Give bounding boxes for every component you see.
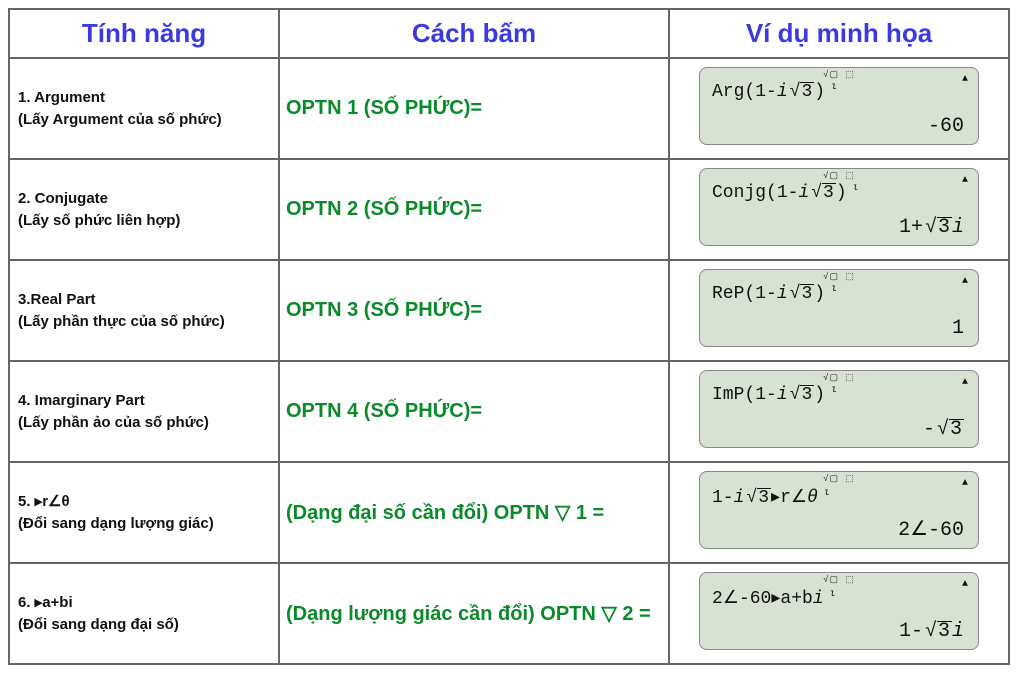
press-text: OPTN 2 (SỐ PHỨC)= [286,198,482,220]
calculator-lcd: √▢ ⬚▲ 1-i3▸r∠θ ι 2∠-60 [699,471,979,549]
table-row: 6. ▸a+bi (Đổi sang dạng đại số) (Dạng lượn… [9,563,1009,664]
feature-cell: 2. Conjugate (Lấy số phức liên hợp) [9,159,279,260]
feature-title: 2. Conjugate [18,190,108,207]
lcd-topbar: √▢ ⬚ [700,171,978,181]
press-cell: OPTN 2 (SỐ PHỨC)= [279,159,669,260]
lcd-topbar: √▢ ⬚ [700,70,978,80]
feature-desc: (Đổi sang dạng lượng giác) [18,513,270,535]
feature-title: 4. Imarginary Part [18,392,145,409]
feature-title: 3.Real Part [18,291,96,308]
feature-desc: (Đổi sang dạng đại số) [18,614,270,636]
lcd-indicator-icon: ▲ [962,175,968,186]
table-row: 4. Imarginary Part (Lấy phần ảo của số ph… [9,361,1009,462]
calculator-lcd: √▢ ⬚▲ Arg(1-i3) ι -60 [699,67,979,145]
example-cell: √▢ ⬚▲ 2∠-60▸a+bi ι 1-3i [669,563,1009,664]
example-cell: √▢ ⬚▲ 1-i3▸r∠θ ι 2∠-60 [669,462,1009,563]
table-row: 1. Argument (Lấy Argument của số phức) OPT… [9,58,1009,159]
col-header-example: Ví dụ minh họa [669,9,1009,58]
lcd-indicator-icon: ▲ [962,74,968,85]
lcd-expression: 1-i3▸r∠θ ι [712,486,830,508]
calculator-lcd: √▢ ⬚▲ ReP(1-i3) ι 1 [699,269,979,347]
lcd-topbar: √▢ ⬚ [700,474,978,484]
press-cell: OPTN 3 (SỐ PHỨC)= [279,260,669,361]
lcd-expression: 2∠-60▸a+bi ι [712,587,836,609]
lcd-result: -3 [923,418,964,441]
press-text: OPTN 4 (SỐ PHỨC)= [286,400,482,422]
lcd-result: 1+3i [899,216,964,239]
lcd-topbar: √▢ ⬚ [700,373,978,383]
calculator-lcd: √▢ ⬚▲ 2∠-60▸a+bi ι 1-3i [699,572,979,650]
lcd-result: -60 [928,115,964,138]
feature-cell: 3.Real Part (Lấy phần thực của số phức) [9,260,279,361]
lcd-indicator-icon: ▲ [962,478,968,489]
feature-desc: (Lấy số phức liên hợp) [18,210,270,232]
lcd-topbar: √▢ ⬚ [700,575,978,585]
feature-desc: (Lấy phần ảo của số phức) [18,412,270,434]
press-cell: OPTN 1 (SỐ PHỨC)= [279,58,669,159]
lcd-result: 1 [952,317,964,340]
press-text: (Dạng đại số cần đổi) OPTN ▽ 1 = [286,502,604,524]
lcd-result: 1-3i [899,620,964,643]
feature-title: 5. ▸r∠θ [18,493,70,510]
press-text: OPTN 1 (SỐ PHỨC)= [286,97,482,119]
lcd-expression: Conjg(1-i3) ι [712,183,859,203]
example-cell: √▢ ⬚▲ ImP(1-i3) ι -3 [669,361,1009,462]
table-row: 5. ▸r∠θ (Đổi sang dạng lượng giác) (Dạng đ… [9,462,1009,563]
table-row: 3.Real Part (Lấy phần thực của số phức) OP… [9,260,1009,361]
lcd-indicator-icon: ▲ [962,276,968,287]
complex-functions-table: Tính năng Cách bấm Ví dụ minh họa 1. Arg… [8,8,1010,665]
feature-cell: 5. ▸r∠θ (Đổi sang dạng lượng giác) [9,462,279,563]
press-cell: (Dạng lượng giác cần đổi) OPTN ▽ 2 = [279,563,669,664]
example-cell: √▢ ⬚▲ Conjg(1-i3) ι 1+3i [669,159,1009,260]
col-header-press: Cách bấm [279,9,669,58]
feature-cell: 4. Imarginary Part (Lấy phần ảo của số ph… [9,361,279,462]
lcd-expression: ReP(1-i3) ι [712,284,837,304]
calculator-lcd: √▢ ⬚▲ Conjg(1-i3) ι 1+3i [699,168,979,246]
table-row: 2. Conjugate (Lấy số phức liên hợp) OPTN 2… [9,159,1009,260]
example-cell: √▢ ⬚▲ Arg(1-i3) ι -60 [669,58,1009,159]
table-header-row: Tính năng Cách bấm Ví dụ minh họa [9,9,1009,58]
lcd-indicator-icon: ▲ [962,579,968,590]
feature-desc: (Lấy Argument của số phức) [18,109,270,131]
col-header-feature: Tính năng [9,9,279,58]
lcd-expression: ImP(1-i3) ι [712,385,837,405]
feature-cell: 6. ▸a+bi (Đổi sang dạng đại số) [9,563,279,664]
lcd-expression: Arg(1-i3) ι [712,82,837,102]
feature-desc: (Lấy phần thực của số phức) [18,311,270,333]
calculator-lcd: √▢ ⬚▲ ImP(1-i3) ι -3 [699,370,979,448]
press-text: OPTN 3 (SỐ PHỨC)= [286,299,482,321]
press-cell: OPTN 4 (SỐ PHỨC)= [279,361,669,462]
feature-cell: 1. Argument (Lấy Argument của số phức) [9,58,279,159]
example-cell: √▢ ⬚▲ ReP(1-i3) ι 1 [669,260,1009,361]
feature-title: 1. Argument [18,89,105,106]
press-text: (Dạng lượng giác cần đổi) OPTN ▽ 2 = [286,603,651,625]
lcd-result: 2∠-60 [898,516,964,542]
press-cell: (Dạng đại số cần đổi) OPTN ▽ 1 = [279,462,669,563]
lcd-topbar: √▢ ⬚ [700,272,978,282]
feature-title: 6. ▸a+bi [18,594,73,611]
lcd-indicator-icon: ▲ [962,377,968,388]
